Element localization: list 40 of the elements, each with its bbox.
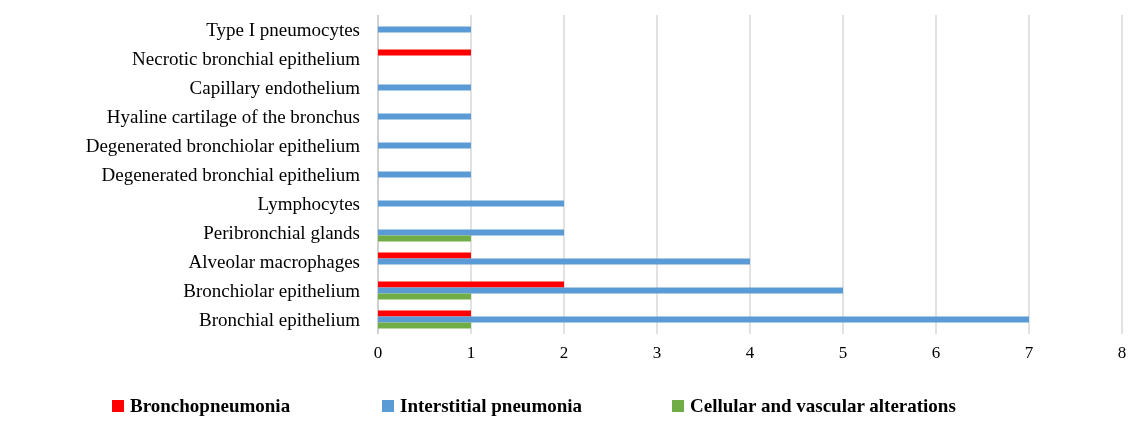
y-tick-label: Type I pneumocytes [206, 18, 360, 40]
x-tick-label: 2 [559, 343, 569, 362]
legend-label: Cellular and vascular alterations [690, 395, 956, 416]
bar [378, 49, 471, 56]
bar [378, 200, 564, 207]
y-tick-label: Alveolar macrophages [188, 250, 360, 272]
y-tick-label: Peribronchial glands [203, 221, 360, 243]
bar [378, 281, 564, 288]
legend-label: Bronchopneumonia [130, 395, 291, 416]
y-tick-label: Bronchial epithelium [199, 308, 361, 330]
bar [378, 322, 471, 329]
bar [378, 252, 471, 259]
y-tick-label: Bronchiolar epithelium [183, 279, 361, 301]
y-tick-label: Degenerated bronchial epithelium [101, 163, 361, 185]
bar [378, 84, 471, 91]
bar [378, 258, 750, 265]
x-tick-label: 5 [838, 343, 848, 362]
x-tick-label: 7 [1024, 343, 1034, 362]
bar [378, 293, 471, 300]
x-tick-label: 3 [652, 343, 662, 362]
bar [378, 26, 471, 33]
bar [378, 113, 471, 120]
y-tick-label: Necrotic bronchial epithelium [132, 47, 361, 69]
bar [378, 142, 471, 149]
bar [378, 235, 471, 242]
bar [378, 310, 471, 317]
x-tick-label: 0 [373, 343, 383, 362]
y-tick-label: Hyaline cartilage of the bronchus [106, 105, 360, 127]
bar [378, 171, 471, 178]
y-tick-label: Capillary endothelium [189, 76, 361, 98]
x-tick-label: 4 [745, 343, 755, 362]
y-tick-label: Lymphocytes [257, 192, 360, 214]
bar [378, 316, 1029, 323]
x-tick-label: 1 [466, 343, 476, 362]
bar [378, 287, 843, 294]
legend-label: Interstitial pneumonia [400, 395, 583, 416]
x-tick-label: 6 [931, 343, 941, 362]
y-tick-label: Degenerated bronchiolar epithelium [85, 134, 361, 156]
x-tick-label: 8 [1117, 343, 1127, 362]
bar [378, 229, 564, 236]
